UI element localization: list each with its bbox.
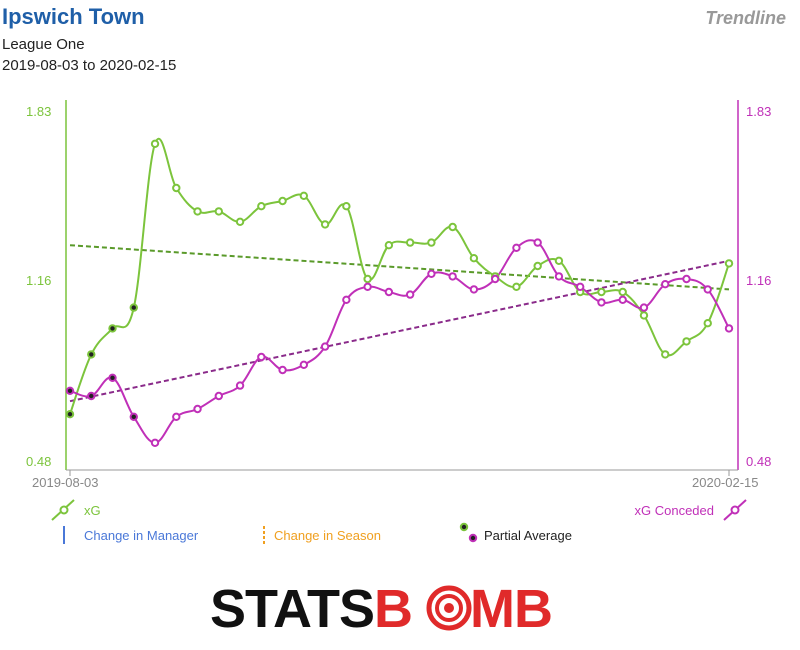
conceded-point[interactable] [235, 381, 245, 390]
conceded-point[interactable] [682, 274, 691, 284]
xg-point[interactable] [703, 319, 712, 328]
xg-point[interactable] [618, 287, 627, 297]
x-tick-label-end: 2020-02-15 [692, 475, 759, 490]
conceded-point[interactable] [618, 295, 627, 304]
y-right-tick-top: 1.83 [746, 104, 771, 119]
logo-b: B [374, 582, 412, 634]
xg-point[interactable] [214, 207, 224, 216]
xg-point[interactable] [427, 238, 436, 247]
conceded-point[interactable] [108, 373, 117, 382]
xg-point[interactable] [512, 282, 521, 291]
xg-point[interactable] [405, 238, 415, 247]
conceded-point[interactable] [448, 272, 457, 281]
logo-target-icon [426, 585, 472, 631]
xg-series-line [69, 137, 730, 415]
xg-point[interactable] [235, 217, 245, 227]
legend-xg[interactable]: xG [84, 503, 101, 518]
xg-point[interactable] [299, 191, 309, 201]
team-title: Ipswich Town [2, 4, 145, 29]
conceded-point[interactable] [87, 391, 96, 401]
y-left-tick-mid: 1.16 [26, 273, 51, 288]
xg-point[interactable] [87, 350, 96, 359]
conceded-trendline [69, 259, 730, 403]
conceded-point[interactable] [193, 404, 202, 414]
legend-conceded-icon [723, 499, 747, 521]
xg-point[interactable] [533, 261, 542, 271]
conceded-point[interactable] [639, 303, 649, 312]
conceded-point[interactable] [512, 243, 521, 253]
statsbomb-logo: STATSB MB [210, 582, 553, 634]
conceded-point[interactable] [554, 272, 564, 281]
logo-mb: MB [470, 582, 552, 634]
xg-point[interactable] [661, 350, 670, 359]
conceded-point[interactable] [129, 412, 138, 421]
xg-point[interactable] [193, 207, 202, 216]
conceded-point[interactable] [172, 412, 181, 421]
xg-point[interactable] [469, 254, 479, 263]
xg-point[interactable] [342, 202, 351, 211]
conceded-point[interactable] [320, 342, 330, 351]
xg-point[interactable] [320, 220, 330, 229]
xg-point[interactable] [448, 222, 457, 232]
plot-area [65, 137, 734, 447]
xg-point[interactable] [150, 139, 160, 149]
y-right-tick-mid: 1.16 [746, 273, 771, 288]
legend-manager[interactable]: Change in Manager [84, 528, 199, 543]
xg-point[interactable] [639, 311, 649, 320]
svg-text:STATSB MB: STATSB MB [210, 582, 552, 634]
conceded-point[interactable] [703, 285, 712, 294]
conceded-point[interactable] [661, 280, 670, 289]
xg-point[interactable] [108, 324, 117, 333]
xg-point[interactable] [129, 303, 138, 312]
y-left-tick-top: 1.83 [26, 104, 51, 119]
conceded-point[interactable] [214, 391, 224, 401]
conceded-point[interactable] [384, 287, 394, 297]
xg-point[interactable] [724, 259, 734, 268]
conceded-point[interactable] [278, 365, 287, 375]
xg-point[interactable] [257, 202, 266, 211]
date-range: 2019-08-03 to 2020-02-15 [2, 57, 177, 74]
legend-season[interactable]: Change in Season [274, 528, 381, 543]
legend: xG xG Conceded Change in Manager Change … [51, 499, 747, 544]
league-label: League One [2, 36, 85, 53]
xg-point[interactable] [384, 241, 394, 250]
xg-point[interactable] [65, 410, 75, 419]
conceded-point[interactable] [150, 438, 160, 447]
conceded-point[interactable] [299, 360, 309, 369]
conceded-point[interactable] [490, 274, 500, 284]
conceded-point[interactable] [724, 324, 734, 333]
xg-point[interactable] [172, 183, 181, 193]
conceded-point[interactable] [427, 269, 436, 278]
conceded-point[interactable] [363, 282, 372, 291]
conceded-point[interactable] [533, 238, 542, 247]
x-tick-label-start: 2019-08-03 [32, 475, 99, 490]
conceded-point[interactable] [469, 285, 479, 294]
conceded-point[interactable] [405, 290, 415, 299]
legend-partial-icon [459, 522, 478, 543]
conceded-point[interactable] [65, 386, 75, 395]
conceded-point[interactable] [575, 282, 585, 291]
xg-point[interactable] [278, 196, 287, 206]
xg-trendline [69, 244, 730, 291]
conceded-point[interactable] [257, 352, 266, 362]
conceded-series-line [69, 239, 730, 444]
legend-xg-icon [51, 499, 75, 521]
trendline-label[interactable]: Trendline [705, 8, 786, 28]
logo-stats: STATS [210, 582, 374, 634]
y-right-tick-bottom: 0.48 [746, 454, 771, 469]
xg-point[interactable] [363, 274, 372, 284]
chart-axes: 1.83 1.16 0.48 1.83 1.16 0.48 2019-08-03… [26, 100, 771, 490]
conceded-point[interactable] [342, 295, 351, 304]
legend-conceded[interactable]: xG Conceded [635, 503, 715, 518]
xg-point[interactable] [597, 287, 606, 297]
conceded-point[interactable] [597, 298, 606, 307]
y-left-tick-bottom: 0.48 [26, 454, 51, 469]
xg-point[interactable] [554, 256, 564, 265]
xg-point[interactable] [682, 337, 691, 346]
legend-partial[interactable]: Partial Average [484, 528, 572, 543]
